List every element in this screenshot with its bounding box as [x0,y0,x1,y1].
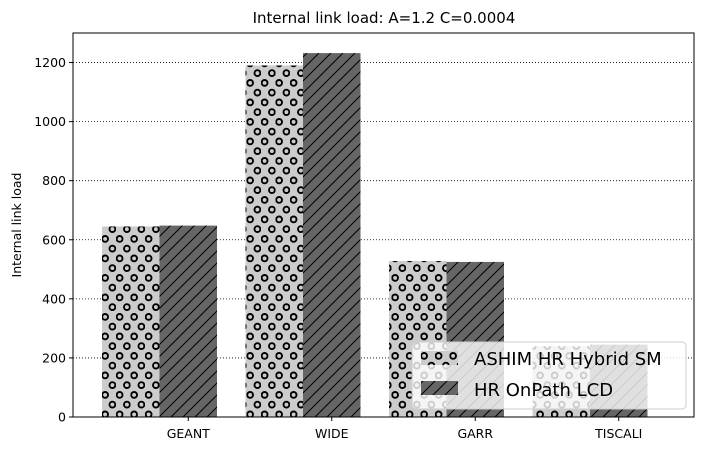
bar-wide-series-0 [245,65,303,417]
x-tick-label: GEANT [167,426,210,441]
y-tick-label: 1000 [34,114,66,129]
x-tick-label: TISCALI [594,426,642,441]
y-tick-label: 600 [42,232,66,247]
bar-geant-series-1 [159,225,217,417]
y-tick-label: 0 [58,410,66,425]
legend-swatch-series-0 [421,351,458,365]
y-tick-label: 200 [42,350,66,365]
y-axis-ticks: 0 200 400 600 800 1000 1200 [34,55,73,425]
legend: ASHIM HR Hybrid SM HR OnPath LCD [411,341,687,410]
y-tick-label: 400 [42,291,66,306]
bar-geant-series-0 [102,226,160,417]
x-axis-ticks: GEANT WIDE GARR TISCALI [167,417,642,441]
bar-wide-series-1 [303,53,361,418]
chart-title: Internal link load: A=1.2 C=0.0004 [253,9,516,27]
x-tick-label: WIDE [315,426,349,441]
y-tick-label: 1200 [34,55,66,70]
legend-swatch-series-1 [421,381,458,395]
y-tick-label: 800 [42,173,66,188]
y-axis-label: Internal link load [9,173,24,278]
legend-label-series-0: ASHIM HR Hybrid SM [474,349,662,370]
legend-label-series-1: HR OnPath LCD [474,380,613,401]
legend-box [411,341,687,410]
plot-frame [72,32,695,418]
x-tick-label: GARR [457,426,493,441]
